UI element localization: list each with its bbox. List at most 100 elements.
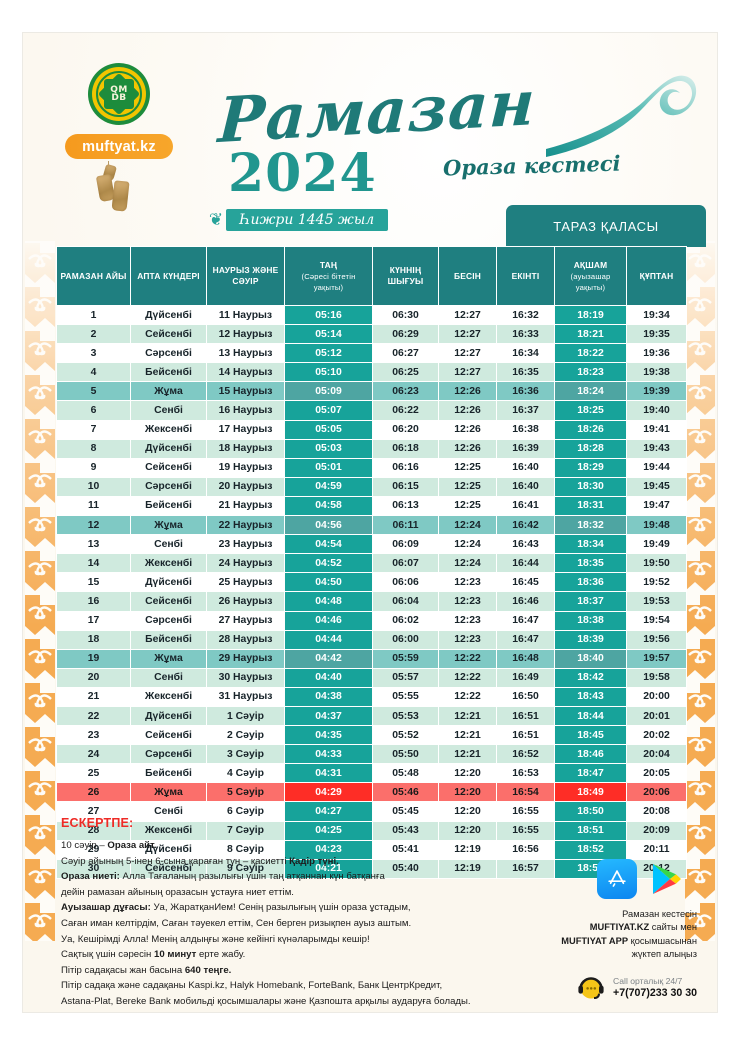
cell-weekday: Бейсенбі (130, 763, 207, 784)
cell-besin: 12:24 (438, 534, 497, 555)
cell-sunrise: 05:45 (372, 801, 439, 822)
cell-besin: 12:20 (438, 782, 497, 803)
cell-besin: 12:22 (438, 687, 497, 707)
site-pill[interactable]: muftyat.kz (65, 134, 173, 159)
cell-date: 7 Сәуір (206, 821, 285, 841)
google-play-icon[interactable] (645, 859, 685, 899)
cell-ekinti: 16:47 (496, 611, 555, 631)
cell-sunrise: 05:48 (372, 763, 439, 784)
cell-weekday: Сәрсенбі (130, 744, 207, 765)
text-line: MUFTIYAT APP қосымшасынан (529, 935, 697, 948)
text-strong: 640 теңге. (184, 964, 232, 976)
cell-kuptan: 20:11 (626, 840, 687, 860)
table-row: 25 Бейсенбі 4 Сәуір 04:31 05:48 12:20 16:53 18:… (56, 763, 687, 784)
cell-kuptan: 20:00 (626, 687, 687, 707)
cell-tan: 04:37 (284, 706, 373, 727)
cell-date: 15 Наурыз (206, 381, 285, 402)
text-line: жүктеп алыңыз (529, 948, 697, 961)
ornament-strip-right (685, 241, 715, 941)
text-span: Сәуір айының 5-інен 6-сына қараған түн –… (61, 855, 290, 867)
cell-aksham: 18:37 (554, 591, 627, 612)
cell-kuptan: 19:38 (626, 362, 687, 383)
text-line: Ауызашар дұғасы: Уа, ЖаратқанИем! Сенің … (61, 901, 581, 916)
table-header: РАМАЗАН АЙЫ АПТА КҮНДЕРІ НАУРЫЗ ЖӘНЕ СӘУІР… (56, 246, 687, 306)
cell-weekday: Сейсенбі (130, 591, 207, 612)
cell-kuptan: 19:44 (626, 458, 687, 478)
cell-aksham: 18:28 (554, 439, 627, 459)
cell-kuptan: 19:39 (626, 381, 687, 402)
cell-ekinti: 16:56 (496, 840, 555, 860)
text-span: дейін рамазан айының оразасын ұстауға ни… (61, 886, 294, 898)
text-span: Уа, ЖаратқанИем! Сенің разылығың үшін ор… (150, 902, 411, 914)
text-span: ерте жабу. (196, 949, 246, 961)
cell-weekday: Жексенбі (130, 687, 207, 707)
cell-kuptan: 20:09 (626, 821, 687, 841)
cell-day: 7 (56, 420, 131, 440)
text-line: MUFTIYAT.KZ сайты мен (529, 921, 697, 934)
cell-kuptan: 19:40 (626, 400, 687, 421)
cell-date: 14 Наурыз (206, 362, 285, 383)
cell-aksham: 18:34 (554, 534, 627, 555)
cell-besin: 12:26 (438, 420, 497, 440)
lantern-decoration-icon (92, 161, 146, 213)
cell-sunrise: 06:06 (372, 572, 439, 593)
text-line: Сақтық үшін сәресін 10 минут ерте жабу. (61, 948, 581, 963)
table-row: 23 Сейсенбі 2 Сәуір 04:35 05:52 12:21 16:51 18:… (56, 725, 687, 746)
cell-kuptan: 19:54 (626, 611, 687, 631)
text-span: Пітір садақа және садақаны Kaspi.kz, Hal… (61, 980, 443, 992)
cell-weekday: Сәрсенбі (130, 611, 207, 631)
cell-tan: 04:31 (284, 763, 373, 784)
cell-sunrise: 06:00 (372, 630, 439, 650)
column-header-7: АҚШАМ (ауызашар уақыты) (554, 246, 627, 306)
qmdb-emblem-icon: QM DB (88, 63, 150, 125)
cell-sunrise: 05:43 (372, 821, 439, 841)
app-store-icon[interactable] (597, 859, 637, 899)
column-header-1: АПТА КҮНДЕРІ (130, 246, 207, 306)
cell-tan: 04:50 (284, 572, 373, 593)
cell-tan: 04:58 (284, 496, 373, 517)
cell-day: 2 (56, 324, 131, 345)
cell-tan: 04:46 (284, 611, 373, 631)
cell-ekinti: 16:54 (496, 782, 555, 803)
cell-weekday: Жұма (130, 381, 207, 402)
cell-ekinti: 16:57 (496, 859, 555, 879)
notes-section: ЕСКЕРТПЕ: 10 сәуір – Ораза айт. Сәуір айы… (61, 816, 581, 1011)
cell-besin: 12:25 (438, 458, 497, 478)
call-center-phone[interactable]: +7(707)233 30 30 (613, 986, 697, 999)
cell-kuptan: 19:48 (626, 515, 687, 536)
cell-kuptan: 19:34 (626, 305, 687, 326)
table-row: 9 Сейсенбі 19 Наурыз 05:01 06:16 12:25 16:40 18… (56, 458, 687, 478)
text-span: Саған иман келтірдім, Саған тәуекел етті… (61, 917, 412, 929)
cell-day: 25 (56, 763, 131, 784)
cell-aksham: 18:40 (554, 649, 627, 669)
city-banner: ТАРАЗ ҚАЛАСЫ (506, 205, 706, 247)
cell-sunrise: 06:25 (372, 362, 439, 383)
cell-aksham: 18:49 (554, 782, 627, 803)
table-row: 6 Сенбі 16 Наурыз 05:07 06:22 12:26 16:37 18:25… (56, 400, 687, 421)
table-row: 8 Дүйсенбі 18 Наурыз 05:03 06:18 12:26 16:39 18… (56, 439, 687, 459)
page-subtitle: Ораза кестесі (442, 150, 621, 181)
cell-day: 13 (56, 534, 131, 555)
cell-tan: 05:09 (284, 381, 373, 402)
cell-kuptan: 19:52 (626, 572, 687, 593)
table-row: 15 Дүйсенбі 25 Наурыз 04:50 06:06 12:23 16:45 1… (56, 572, 687, 593)
cell-sunrise: 06:29 (372, 324, 439, 345)
cell-tan: 05:07 (284, 400, 373, 421)
store-badges (529, 859, 685, 899)
cell-besin: 12:26 (438, 439, 497, 459)
cell-besin: 12:26 (438, 400, 497, 421)
cell-weekday: Сенбі (130, 534, 207, 555)
app-download-block: Рамазан кестесін MUFTIYAT.KZ сайты мен MUF… (529, 859, 697, 1003)
cell-date: 19 Наурыз (206, 458, 285, 478)
text-line: Пітір садақасы жан басына 640 теңге. (61, 964, 581, 979)
cell-date: 31 Наурыз (206, 687, 285, 707)
cell-date: 9 Сәуір (206, 859, 285, 879)
cell-ekinti: 16:55 (496, 801, 555, 822)
cell-weekday: Жұма (130, 782, 207, 803)
cell-besin: 12:25 (438, 496, 497, 517)
text-span: Уа, Кешірімді Алла! Менің алдыңғы және к… (61, 933, 370, 945)
wave-swoosh-icon (546, 75, 697, 157)
cell-date: 3 Сәуір (206, 744, 285, 765)
cell-sunrise: 06:27 (372, 343, 439, 364)
cell-day: 8 (56, 439, 131, 459)
